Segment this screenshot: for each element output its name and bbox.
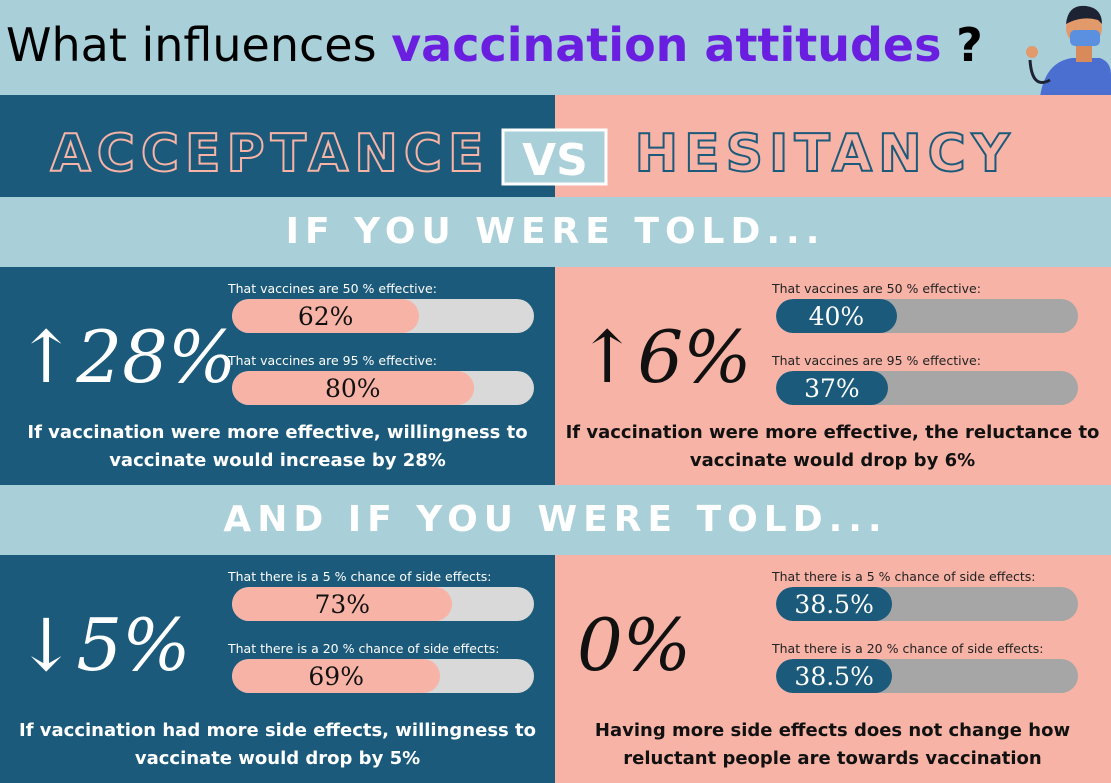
bar-fill: 69% [232,659,441,693]
bar-caption: That there is a 20 % chance of side effe… [228,641,500,656]
bar-track: 73% [232,587,534,621]
versus-banner: ACCEPTANCE VS HESITANCY [49,123,1016,186]
bar-track: 37% [776,371,1078,405]
bar-caption: That there is a 5 % chance of side effec… [772,569,1036,584]
section-heading: IF YOU WERE TOLD... [285,211,826,252]
bar-track: 62% [232,299,534,333]
doctor-icon [1026,5,1111,97]
bar-track: 38.5% [776,659,1078,693]
bar-caption: That vaccines are 95 % effective: [772,353,981,368]
section-band [0,485,1111,555]
change-value: ↓5% [16,603,191,687]
bar-fill: 37% [776,371,888,405]
bar-track: 38.5% [776,587,1078,621]
hesitancy-label: HESITANCY [635,124,1016,184]
title-highlight: vaccination attitudes [391,18,942,72]
bar-caption: That vaccines are 50 % effective: [772,281,981,296]
vs-label: VS [522,135,588,186]
bar-caption: That vaccines are 95 % effective: [228,353,437,368]
bar-fill: 62% [232,299,420,333]
bar-caption: That vaccines are 50 % effective: [228,281,437,296]
section-band [0,197,1111,267]
bar-track: 80% [232,371,534,405]
acceptance-panel [0,95,555,197]
bar-fill: 73% [232,587,453,621]
bar-caption: That there is a 5 % chance of side effec… [228,569,492,584]
bar-fill: 38.5% [776,587,893,621]
change-value: ↑6% [577,315,752,399]
vs-box [501,128,608,186]
change-value: 0% [577,603,692,687]
section-heading: AND IF YOU WERE TOLD... [223,499,888,540]
summary: If vaccination were more effective, the … [565,422,1100,471]
summary: If vaccination were more effective, will… [27,422,528,471]
title: What influences vaccination attitudes ? [6,18,983,72]
change-value: ↑28% [16,315,237,399]
bar-fill: 40% [776,299,897,333]
hesitancy-panel [555,95,1111,197]
bar-track: 40% [776,299,1078,333]
bar-track: 69% [232,659,534,693]
bar-fill: 80% [232,371,474,405]
summary: If vaccination had more side effects, wi… [19,720,536,769]
title-end: ? [956,18,983,72]
title-text: What influences [6,18,377,72]
summary: Having more side effects does not change… [594,720,1071,769]
bar-caption: That there is a 20 % chance of side effe… [772,641,1044,656]
bar-fill: 38.5% [776,659,893,693]
acceptance-label: ACCEPTANCE [50,124,489,184]
